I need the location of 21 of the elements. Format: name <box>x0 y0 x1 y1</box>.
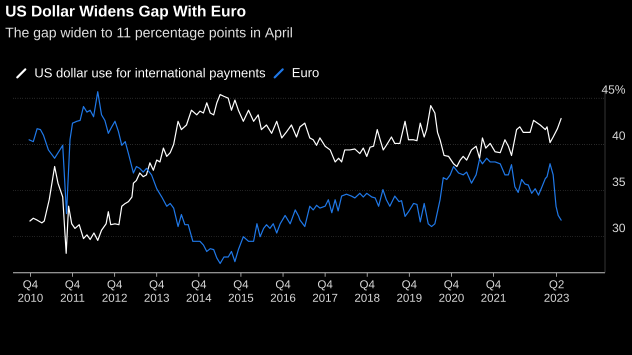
x-tick-label: Q4 2011 <box>60 280 84 302</box>
x-tick-label: Q4 2016 <box>270 280 296 302</box>
x-tick-label: Q2 2023 <box>544 280 569 302</box>
x-tick-label: Q4 2018 <box>355 280 380 302</box>
y-tick-label: 30 <box>612 224 626 232</box>
y-tick-label: 45% <box>602 85 626 94</box>
chart-title: US Dollar Widens Gap With Euro <box>6 5 246 20</box>
x-tick-label: Q4 2014 <box>186 280 212 302</box>
x-tick-label: Q4 2012 <box>102 280 127 302</box>
x-tick-label: Q4 2020 <box>439 280 464 302</box>
x-tick-label: Q4 2019 <box>397 280 422 302</box>
x-tick-label: Q4 2010 <box>18 280 43 302</box>
x-tick-label: Q4 2021 <box>481 280 506 302</box>
y-tick-label: 35 <box>612 178 625 186</box>
x-tick-label: Q4 2013 <box>144 280 169 302</box>
legend-label: Euro <box>292 68 319 78</box>
x-tick-label: Q4 2015 <box>228 280 254 302</box>
legend-label: US dollar use for international payments <box>35 68 266 80</box>
chart-subtitle: The gap widen to 11 percentage points in April <box>6 27 292 40</box>
x-tick-label: Q4 2017 <box>312 280 338 302</box>
y-tick-label: 40 <box>612 131 626 140</box>
